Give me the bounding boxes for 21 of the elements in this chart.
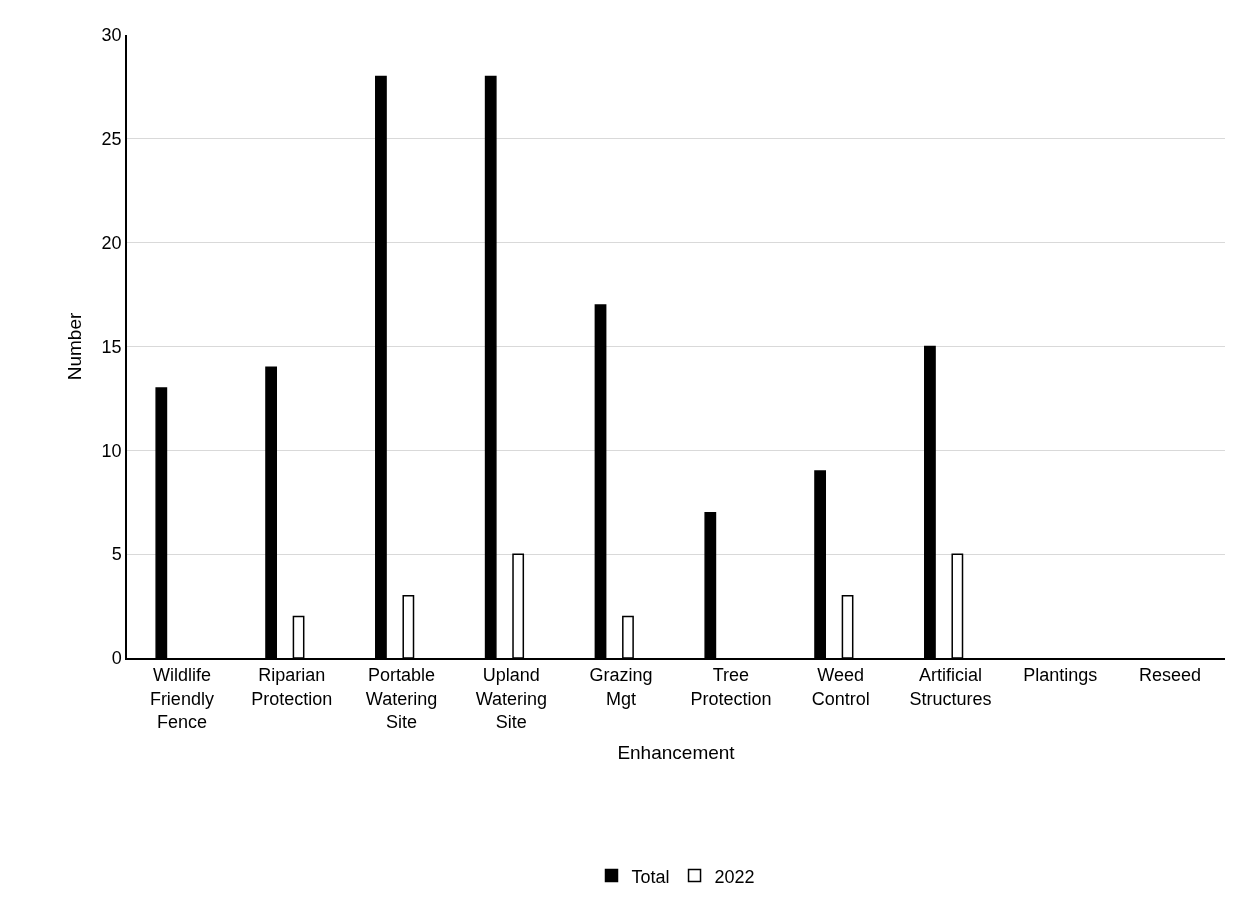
legend-label: 2022 (714, 866, 755, 887)
x-tick-label: Reseed (1139, 665, 1202, 686)
y-tick-label: 15 (101, 336, 122, 357)
x-tick-label: Portable Watering Site (365, 665, 438, 733)
x-tick-label: Wildlife Friendly Fence (149, 665, 214, 733)
y-tick-label: 0 (111, 648, 122, 669)
x-tick-label: Weed Control (811, 665, 870, 709)
y-axis-title: Number (63, 312, 85, 381)
x-tick-label: Tree Protection (690, 665, 772, 709)
x-axis-title: Enhancement (617, 742, 736, 764)
legend-label: Total (631, 866, 670, 887)
y-tick-label: 25 (101, 129, 122, 150)
y-tick-label: 30 (101, 25, 122, 46)
x-tick-label: Grazing Mgt (589, 665, 653, 709)
x-tick-label: Riparian Protection (251, 665, 333, 709)
x-tick-label: Artificial Structures (909, 665, 992, 709)
y-tick-label: 20 (101, 232, 122, 253)
x-tick-label: Upland Watering Site (475, 665, 547, 733)
y-tick-label: 10 (101, 440, 122, 461)
y-tick-label: 5 (111, 544, 122, 565)
x-tick-label: Plantings (1023, 665, 1098, 686)
